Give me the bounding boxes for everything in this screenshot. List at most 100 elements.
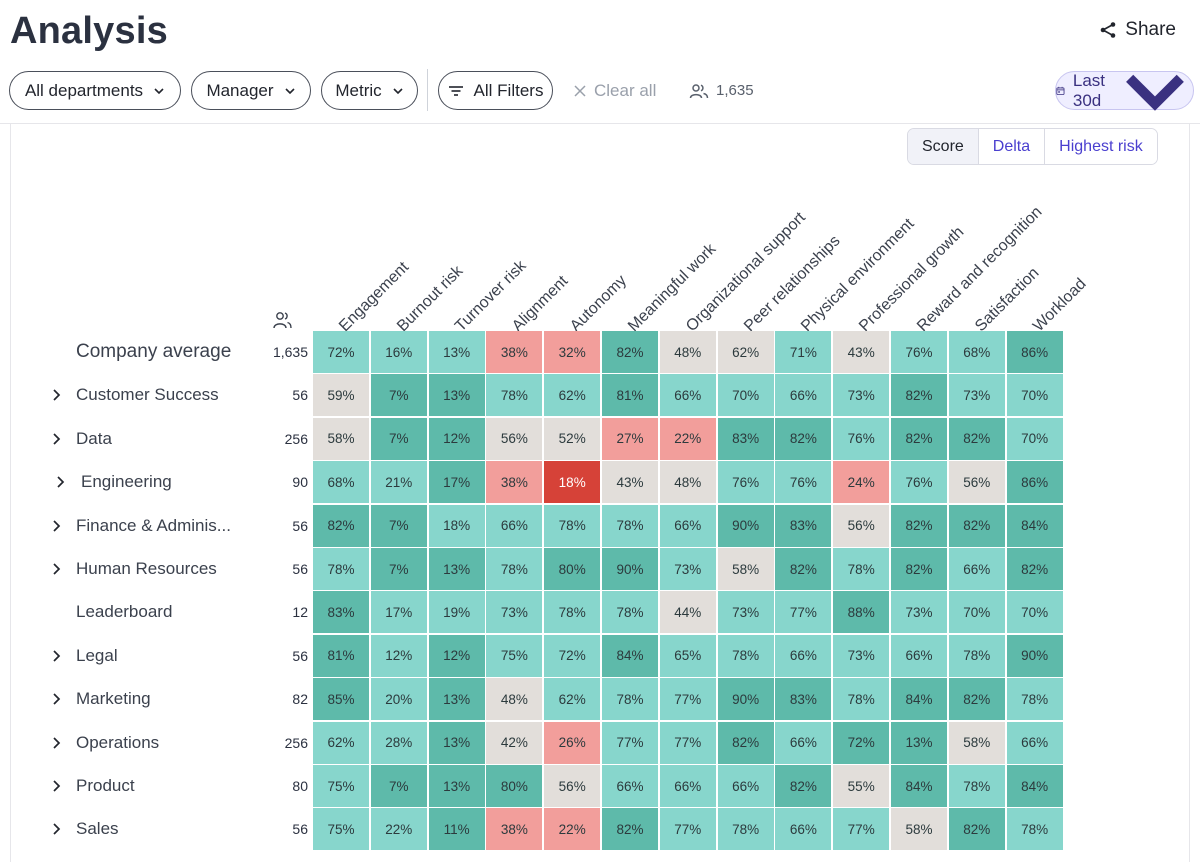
heatmap-cell[interactable]: 78% — [602, 504, 658, 547]
heatmap-cell[interactable]: 32% — [544, 331, 601, 373]
heatmap-cell[interactable]: 78% — [486, 548, 543, 590]
heatmap-cell[interactable]: 78% — [948, 634, 1005, 677]
heatmap-cell[interactable]: 75% — [486, 634, 543, 677]
heatmap-cell[interactable]: 73% — [659, 548, 716, 590]
heatmap-cell[interactable]: 73% — [833, 374, 890, 417]
manager-filter[interactable]: Manager — [191, 71, 311, 110]
heatmap-cell[interactable]: 70% — [717, 374, 774, 417]
heatmap-cell[interactable]: 56% — [486, 417, 543, 460]
heatmap-cell[interactable]: 73% — [891, 591, 947, 634]
heatmap-cell[interactable]: 66% — [486, 504, 543, 547]
heatmap-cell[interactable]: 12% — [428, 634, 485, 677]
heatmap-cell[interactable]: 82% — [891, 504, 947, 547]
heatmap-cell[interactable]: 77% — [659, 721, 716, 764]
heatmap-cell[interactable]: 17% — [370, 591, 427, 634]
heatmap-cell[interactable]: 82% — [948, 808, 1005, 851]
expand-row-button[interactable] — [52, 418, 66, 460]
heatmap-cell[interactable]: 84% — [891, 765, 947, 807]
heatmap-cell[interactable]: 13% — [428, 765, 485, 807]
heatmap-cell[interactable]: 76% — [891, 461, 947, 504]
heatmap-cell[interactable]: 22% — [544, 808, 601, 851]
heatmap-cell[interactable]: 78% — [486, 374, 543, 417]
heatmap-cell[interactable]: 82% — [948, 504, 1005, 547]
heatmap-cell[interactable]: 66% — [948, 548, 1005, 590]
expand-row-button[interactable] — [52, 765, 66, 807]
heatmap-cell[interactable]: 82% — [602, 808, 658, 851]
heatmap-cell[interactable]: 58% — [891, 808, 947, 851]
heatmap-cell[interactable]: 56% — [833, 504, 890, 547]
heatmap-cell[interactable]: 82% — [717, 721, 774, 764]
heatmap-cell[interactable]: 77% — [602, 721, 658, 764]
heatmap-cell[interactable]: 78% — [833, 678, 890, 721]
expand-row-button[interactable] — [52, 505, 66, 547]
heatmap-cell[interactable]: 90% — [1006, 634, 1063, 677]
heatmap-cell[interactable]: 78% — [1006, 678, 1063, 721]
expand-row-button[interactable] — [52, 678, 66, 720]
heatmap-cell[interactable]: 71% — [775, 331, 832, 373]
heatmap-cell[interactable]: 78% — [544, 504, 601, 547]
heatmap-cell[interactable]: 38% — [486, 461, 543, 504]
heatmap-cell[interactable]: 62% — [544, 374, 601, 417]
heatmap-cell[interactable]: 84% — [891, 678, 947, 721]
heatmap-cell[interactable]: 13% — [428, 721, 485, 764]
heatmap-cell[interactable]: 55% — [833, 765, 890, 807]
heatmap-cell[interactable]: 13% — [428, 331, 485, 373]
heatmap-cell[interactable]: 83% — [775, 678, 832, 721]
heatmap-cell[interactable]: 68% — [313, 461, 369, 504]
all-filters-button[interactable]: All Filters — [438, 71, 553, 110]
heatmap-cell[interactable]: 22% — [659, 417, 716, 460]
heatmap-cell[interactable]: 27% — [602, 417, 658, 460]
metric-filter[interactable]: Metric — [321, 71, 418, 110]
heatmap-cell[interactable]: 56% — [544, 765, 601, 807]
heatmap-cell[interactable]: 82% — [775, 417, 832, 460]
heatmap-cell[interactable]: 48% — [659, 461, 716, 504]
heatmap-cell[interactable]: 66% — [602, 765, 658, 807]
heatmap-cell[interactable]: 80% — [544, 548, 601, 590]
heatmap-cell[interactable]: 86% — [1006, 461, 1063, 504]
view-score-button[interactable]: Score — [908, 129, 978, 164]
heatmap-cell[interactable]: 62% — [544, 678, 601, 721]
heatmap-cell[interactable]: 18% — [544, 461, 601, 504]
heatmap-cell[interactable]: 82% — [891, 417, 947, 460]
share-button[interactable]: Share — [1099, 16, 1176, 44]
heatmap-cell[interactable]: 66% — [775, 721, 832, 764]
heatmap-cell[interactable]: 78% — [313, 548, 369, 590]
heatmap-cell[interactable]: 85% — [313, 678, 369, 721]
heatmap-cell[interactable]: 24% — [833, 461, 890, 504]
heatmap-cell[interactable]: 70% — [1006, 591, 1063, 634]
heatmap-cell[interactable]: 48% — [659, 331, 716, 373]
heatmap-cell[interactable]: 73% — [948, 374, 1005, 417]
heatmap-cell[interactable]: 76% — [717, 461, 774, 504]
heatmap-cell[interactable]: 77% — [659, 808, 716, 851]
heatmap-cell[interactable]: 13% — [891, 721, 947, 764]
heatmap-cell[interactable]: 81% — [602, 374, 658, 417]
view-delta-button[interactable]: Delta — [977, 129, 1045, 164]
heatmap-cell[interactable]: 90% — [602, 548, 658, 590]
expand-row-button[interactable] — [52, 635, 66, 677]
heatmap-cell[interactable]: 88% — [833, 591, 890, 634]
heatmap-cell[interactable]: 65% — [659, 634, 716, 677]
heatmap-cell[interactable]: 82% — [948, 678, 1005, 721]
row-label[interactable]: Marketing — [76, 689, 151, 709]
heatmap-cell[interactable]: 77% — [775, 591, 832, 634]
heatmap-cell[interactable]: 12% — [370, 634, 427, 677]
heatmap-cell[interactable]: 38% — [486, 331, 543, 373]
heatmap-cell[interactable]: 17% — [428, 461, 485, 504]
heatmap-cell[interactable]: 80% — [486, 765, 543, 807]
heatmap-cell[interactable]: 72% — [313, 331, 369, 373]
heatmap-cell[interactable]: 56% — [948, 461, 1005, 504]
row-label[interactable]: Product — [76, 776, 135, 795]
heatmap-cell[interactable]: 66% — [775, 808, 832, 851]
heatmap-cell[interactable]: 73% — [833, 634, 890, 677]
view-highest-risk-button[interactable]: Highest risk — [1044, 129, 1157, 164]
heatmap-cell[interactable]: 13% — [428, 374, 485, 417]
heatmap-cell[interactable]: 38% — [486, 808, 543, 851]
row-label[interactable]: Customer Success — [76, 385, 219, 405]
heatmap-cell[interactable]: 7% — [370, 374, 427, 417]
heatmap-cell[interactable]: 66% — [1006, 721, 1063, 764]
heatmap-cell[interactable]: 7% — [370, 504, 427, 547]
heatmap-cell[interactable]: 43% — [833, 331, 890, 373]
heatmap-cell[interactable]: 58% — [948, 721, 1005, 764]
heatmap-cell[interactable]: 82% — [775, 765, 832, 807]
heatmap-cell[interactable]: 70% — [948, 591, 1005, 634]
